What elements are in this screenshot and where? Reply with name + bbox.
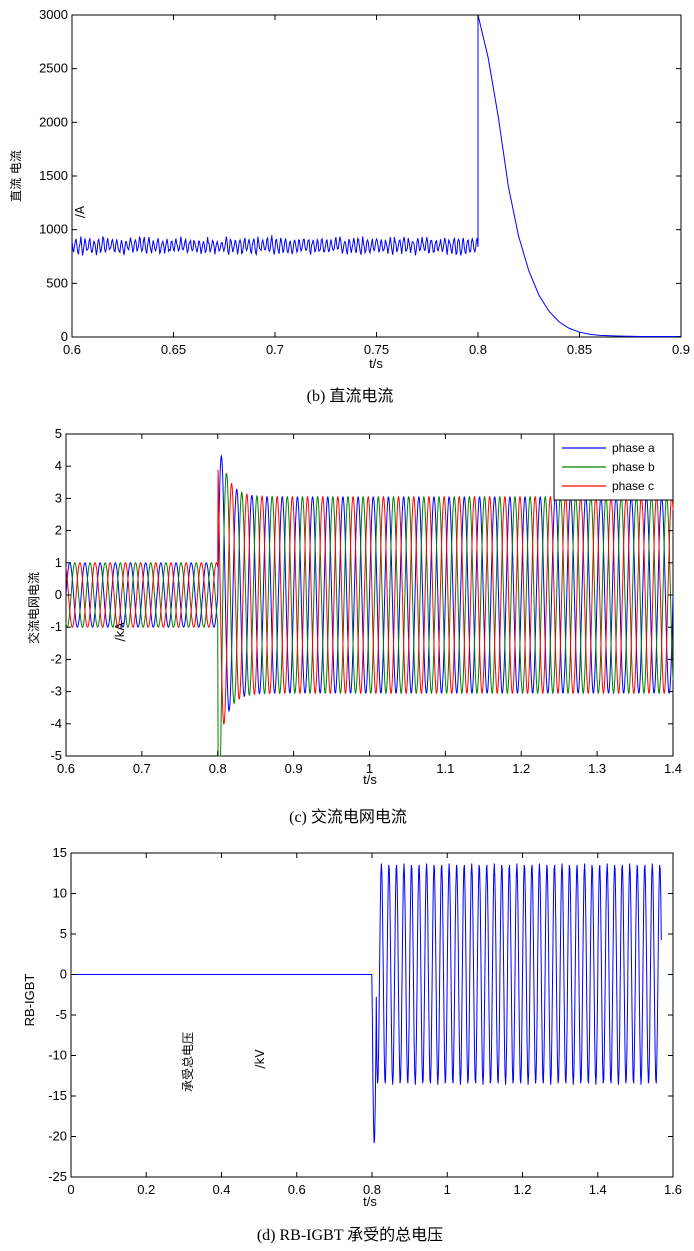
legend: phase a phase b phase c: [553, 433, 674, 501]
y-tick-label: -5: [50, 748, 62, 763]
x-axis-label: t/s: [369, 356, 383, 371]
y-tick-label: 2500: [39, 61, 68, 76]
legend-label: phase a: [612, 441, 655, 455]
y-tick-label: -1: [50, 619, 62, 634]
x-tick-label: 0.6: [57, 761, 75, 776]
y-tick-label: -3: [50, 684, 62, 699]
y-tick-label: -25: [48, 1169, 67, 1184]
y-tick-label: -5: [55, 1007, 67, 1022]
x-tick-label: 1.3: [588, 761, 606, 776]
x-tick-label: 1.4: [664, 761, 682, 776]
y-axis-unit: /A: [73, 205, 87, 218]
legend-label: phase b: [612, 460, 655, 474]
y-tick-label: 15: [53, 845, 67, 860]
x-tick-label: 1.1: [436, 761, 454, 776]
x-tick-label: 0.2: [137, 1182, 155, 1197]
y-axis-label: 直流 电流: [9, 150, 23, 202]
y-tick-label: 0: [60, 967, 67, 982]
x-tick-label: 0.6: [288, 1182, 306, 1197]
y-tick-label: 1000: [39, 222, 68, 237]
y-axis-label-part: 承受总电压: [181, 1032, 195, 1092]
x-tick-label: 0.8: [363, 1182, 381, 1197]
series-line-phase-c: [65, 469, 674, 725]
legend-label: phase c: [612, 479, 654, 493]
y-tick-label: 0: [61, 329, 68, 344]
y-tick-label: -2: [50, 651, 62, 666]
y-tick-label: 5: [55, 426, 62, 441]
x-tick-label: 0: [67, 1182, 74, 1197]
x-tick-label: 1.2: [512, 761, 530, 776]
caption: (d) RB-IGBT 承受的总电压: [257, 1226, 443, 1244]
caption: (c) 交流电网电流: [289, 808, 407, 826]
series-line-phase-a: [65, 454, 674, 713]
chart-panel-c: 0.6 0.7 0.8 0.9 1 1.1 1.2 1.3 1.4 -5 -4 -3 -2 -1 0 1 2 3 4…: [26, 426, 682, 826]
y-tick-label: 2000: [39, 114, 68, 129]
y-tick-label: -20: [48, 1129, 67, 1144]
series-line: [71, 863, 662, 1144]
series-line: [71, 14, 681, 337]
caption: (b) 直流电流: [307, 387, 394, 405]
y-tick-label: 0: [55, 587, 62, 602]
y-tick-label: 4: [55, 458, 62, 473]
y-tick-label: 2: [55, 523, 62, 538]
series-line-phase-b: [65, 472, 674, 757]
plot-frame: [71, 14, 682, 338]
y-tick-label: 3: [55, 490, 62, 505]
y-axis-unit: /kA: [113, 622, 127, 642]
x-tick-label: 0.85: [567, 342, 592, 357]
x-tick-label: 1: [444, 1182, 451, 1197]
x-axis-label: t/s: [363, 772, 377, 787]
x-tick-label: 0.9: [285, 761, 303, 776]
y-axis-label: 交流电网电流: [26, 572, 41, 644]
y-tick-label: -4: [50, 716, 62, 731]
y-axis-unit: /kV: [253, 1049, 267, 1069]
x-tick-label: 0.4: [212, 1182, 230, 1197]
x-axis-label: t/s: [363, 1194, 377, 1209]
x-tick-label: 0.75: [364, 342, 389, 357]
x-tick-label: 0.8: [469, 342, 487, 357]
x-tick-label: 0.7: [133, 761, 151, 776]
x-tick-label: 0.8: [209, 761, 227, 776]
y-tick-label: 5: [60, 926, 67, 941]
y-tick-label: -10: [48, 1048, 67, 1063]
y-tick-label: 1500: [39, 168, 68, 183]
x-tick-label: 1.6: [664, 1182, 682, 1197]
x-tick-label: 0.65: [161, 342, 186, 357]
y-tick-label: 1: [55, 555, 62, 570]
y-tick-label: -15: [48, 1088, 67, 1103]
y-tick-label: 10: [53, 886, 67, 901]
x-tick-label: 1.2: [513, 1182, 531, 1197]
x-tick-label: 1.4: [589, 1182, 607, 1197]
x-tick-label: 0.6: [63, 342, 81, 357]
x-tick-label: 1: [366, 761, 373, 776]
chart-panel-d: 0 0.2 0.4 0.6 0.8 1 1.2 1.4 1.6 -25 -20 -15 -10 -5 0 5 1…: [22, 845, 682, 1244]
y-tick-label: 500: [46, 275, 68, 290]
y-axis-label: RB-IGBT: [22, 974, 37, 1027]
chart-panel-b: 0.6 0.65 0.7 0.75 0.8 0.85 0.9 0 500 1000 1500 2000…: [9, 7, 690, 405]
y-tick-label: 3000: [39, 7, 68, 22]
x-tick-label: 0.7: [266, 342, 284, 357]
x-tick-label: 0.9: [672, 342, 690, 357]
